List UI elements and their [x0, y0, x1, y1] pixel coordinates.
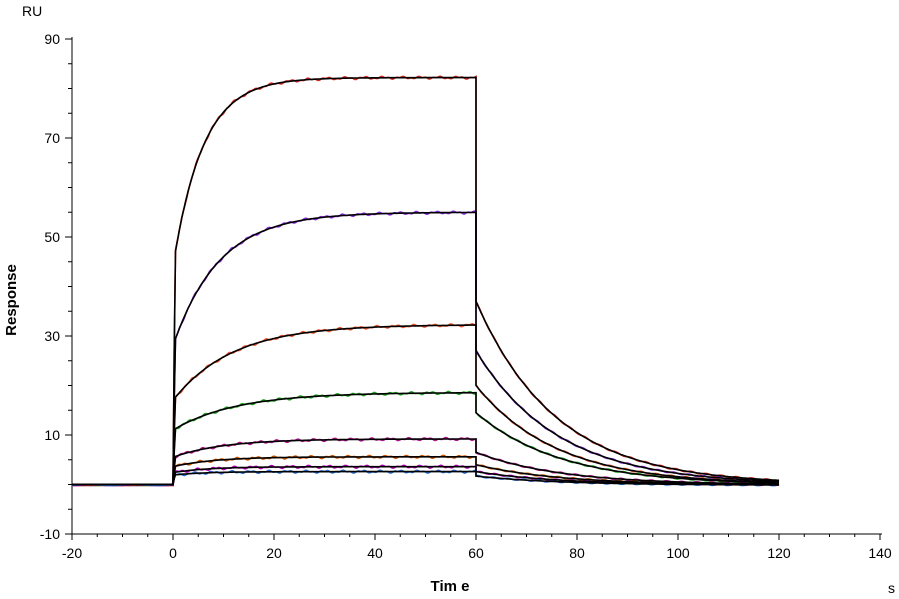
x-tick-label: 60	[468, 545, 484, 561]
y-unit-label: RU	[22, 3, 42, 19]
x-tick-label: 0	[169, 545, 177, 561]
x-tick-label: -20	[62, 545, 82, 561]
fit-curve	[72, 391, 779, 486]
curves	[71, 75, 780, 487]
fit-curve	[72, 324, 779, 486]
y-tick-label: 10	[44, 427, 60, 443]
x-tick-label: 100	[666, 545, 690, 561]
fit-curve	[72, 76, 779, 486]
x-tick-label: 120	[767, 545, 791, 561]
y-tick-label: 90	[44, 31, 60, 47]
y-tick-label: 30	[44, 328, 60, 344]
y-tick-label: -10	[40, 526, 60, 542]
measured-curve	[71, 210, 780, 487]
x-axis-title: Tim e	[431, 578, 470, 595]
y-tick-label: 70	[44, 130, 60, 146]
fit-curve	[72, 470, 779, 486]
x-unit-label: s	[888, 580, 895, 596]
fit-curve	[72, 438, 779, 486]
fit-curve	[72, 456, 779, 486]
measured-curve	[72, 322, 780, 487]
axes: -20 0 20 40 60 80 100 120 140 -10 10 30 50 70 90	[40, 31, 892, 561]
x-tick-label: 40	[367, 545, 383, 561]
measured-curve	[72, 75, 780, 487]
x-tick-label: 20	[266, 545, 282, 561]
y-axis-title: Response	[3, 264, 20, 336]
x-tick-label: 140	[868, 545, 892, 561]
fit-curve	[72, 211, 780, 486]
x-tick-label: 80	[569, 545, 585, 561]
y-tick-label: 50	[44, 229, 60, 245]
axis-labels: RU s Tim e Response	[3, 3, 895, 596]
